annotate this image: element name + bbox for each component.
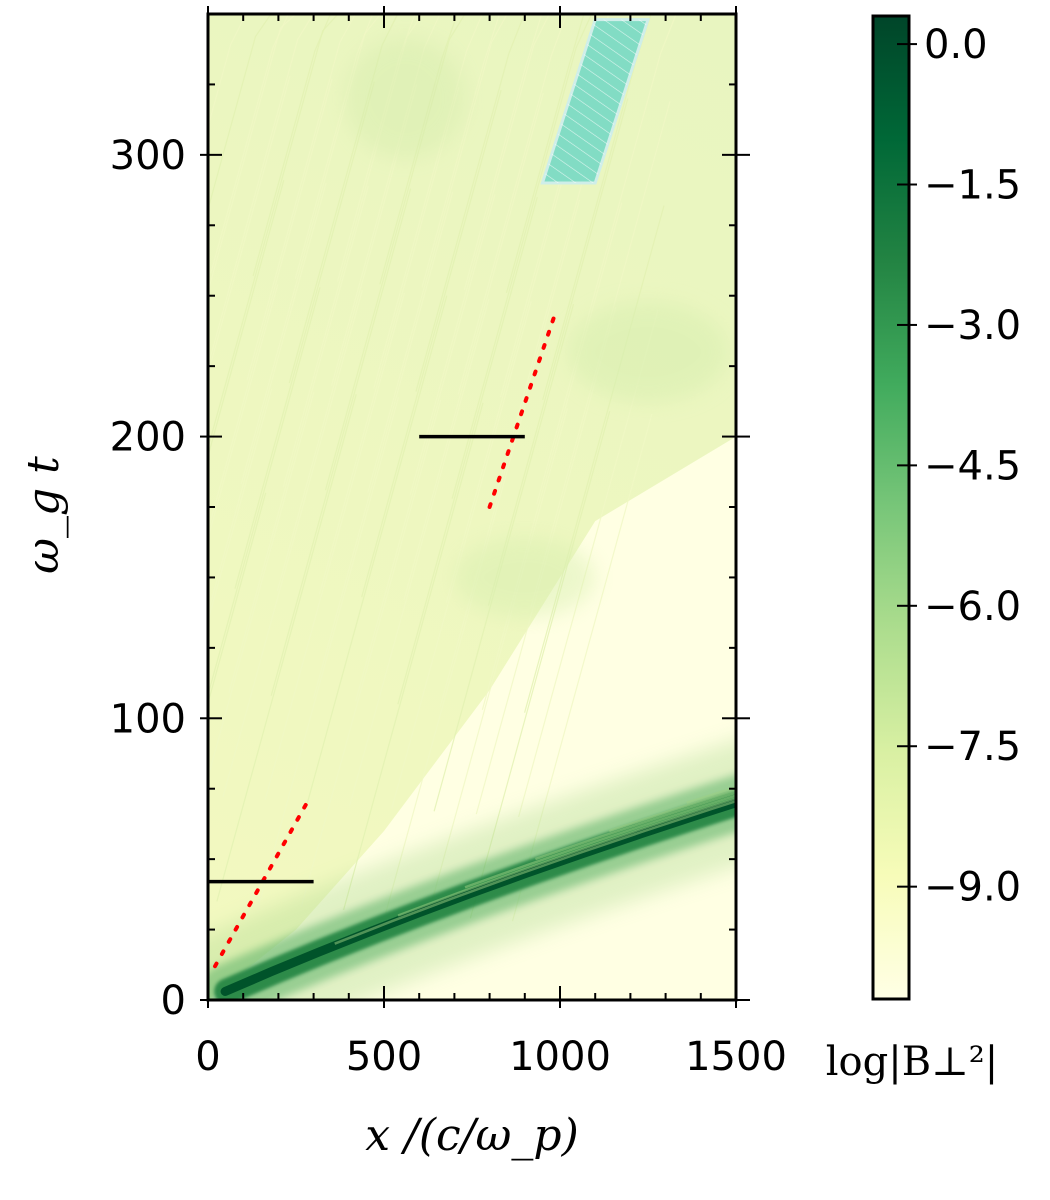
x-tick-label: 0 bbox=[195, 1034, 220, 1080]
colorbar-label: log|B⊥²| bbox=[826, 1039, 998, 1085]
x-axis-label: x /(c/ω_p) bbox=[365, 1110, 578, 1161]
x-tick-label: 1000 bbox=[509, 1034, 611, 1080]
filament-streak bbox=[208, 182, 327, 615]
filament-streak bbox=[306, 295, 448, 803]
filament-streak bbox=[264, 292, 406, 801]
filament-streak bbox=[481, 202, 623, 710]
filament-streak bbox=[270, 188, 412, 696]
filament-streak bbox=[216, 394, 357, 902]
filament-streak bbox=[415, 14, 556, 392]
filament-streak bbox=[222, 289, 363, 798]
annotations bbox=[208, 18, 651, 969]
colorbar-ticks: 0.0 −1.5 −3.0 −4.5 −6.0 −7.5 −9.0 bbox=[897, 22, 1021, 911]
y-axis-ticks: 0 100 200 300 bbox=[110, 13, 750, 1024]
filament-streak bbox=[208, 14, 308, 130]
filament-streak bbox=[276, 84, 418, 592]
x-axis-ticks: 0 500 1000 1500 bbox=[195, 6, 787, 1080]
filament-streak bbox=[379, 14, 520, 285]
filament-streak bbox=[343, 402, 484, 911]
filament-streak bbox=[312, 191, 454, 699]
filament-streak bbox=[421, 14, 562, 288]
filament-streak bbox=[524, 205, 665, 713]
colorbar-tick-label: −3.0 bbox=[924, 303, 1021, 349]
filament-streak bbox=[208, 78, 333, 533]
filament-streak bbox=[208, 14, 345, 369]
filament-streak bbox=[409, 14, 550, 496]
colorbar-tick-label: −1.5 bbox=[924, 163, 1021, 209]
filament-streak bbox=[385, 405, 526, 913]
filament-streak bbox=[208, 180, 285, 459]
x-tick-label: 1500 bbox=[685, 1034, 787, 1080]
filament-streak bbox=[403, 92, 544, 601]
secondary-ray bbox=[334, 799, 736, 945]
colorbar-tick-label: −9.0 bbox=[924, 865, 1021, 911]
shaded-region-hatch bbox=[542, 19, 648, 183]
filament-streak bbox=[397, 196, 538, 705]
secondary-ray bbox=[464, 794, 736, 889]
filament-streak bbox=[349, 298, 490, 806]
colorbar-tick-label: 0.0 bbox=[924, 22, 988, 68]
y-tick-label: 200 bbox=[110, 415, 186, 461]
filament-streak bbox=[208, 388, 273, 623]
filament-streak bbox=[367, 14, 508, 494]
filament-streak bbox=[208, 75, 291, 376]
filament-streak bbox=[208, 492, 267, 706]
filament-streak bbox=[210, 14, 351, 274]
diffuse-lobe bbox=[454, 537, 595, 618]
filament-streak bbox=[355, 194, 496, 702]
filament-streak bbox=[300, 399, 442, 908]
filament-streak bbox=[427, 408, 568, 916]
filament-streak bbox=[391, 301, 532, 809]
filament-streak bbox=[208, 14, 339, 451]
filament-streak bbox=[505, 14, 646, 294]
filament-streak bbox=[361, 89, 502, 598]
colorbar-tick-label: −4.5 bbox=[924, 443, 1021, 489]
band-peak bbox=[220, 798, 736, 996]
secondary-ray bbox=[397, 797, 736, 917]
filament-streak bbox=[208, 14, 297, 294]
filament-streak bbox=[487, 98, 629, 606]
filament-streak bbox=[336, 14, 477, 282]
heatmap-field bbox=[208, 14, 736, 1000]
y-axis-label: ω_g t bbox=[18, 456, 69, 574]
filament-streak bbox=[536, 14, 677, 505]
colorbar-tick-label: −7.5 bbox=[924, 724, 1021, 770]
filament-streak bbox=[318, 87, 460, 595]
diffuse-lobe bbox=[568, 302, 728, 403]
filament-streak bbox=[246, 14, 387, 381]
filament-streak bbox=[294, 14, 435, 279]
y-tick-label: 300 bbox=[110, 133, 186, 179]
filament-streak bbox=[258, 396, 400, 905]
colorbar bbox=[871, 14, 911, 1001]
filament-streak bbox=[463, 14, 604, 291]
y-tick-label: 100 bbox=[110, 696, 186, 742]
filament-streak bbox=[228, 185, 369, 694]
colorbar-tick-label: −6.0 bbox=[924, 584, 1021, 630]
filament-streak bbox=[451, 14, 593, 499]
diffuse-lobe bbox=[345, 38, 466, 159]
filament-streak bbox=[208, 14, 302, 212]
filament-streak bbox=[457, 14, 598, 395]
plot-area bbox=[208, 14, 736, 1000]
filament-streak bbox=[208, 391, 315, 780]
filament-streak bbox=[542, 14, 683, 401]
y-tick-label: 0 bbox=[161, 978, 186, 1024]
filament-streak bbox=[208, 287, 321, 698]
filament-streak bbox=[234, 81, 375, 589]
filament-streak bbox=[240, 14, 381, 485]
x-tick-label: 500 bbox=[346, 1034, 422, 1080]
filament-streak bbox=[252, 14, 393, 277]
